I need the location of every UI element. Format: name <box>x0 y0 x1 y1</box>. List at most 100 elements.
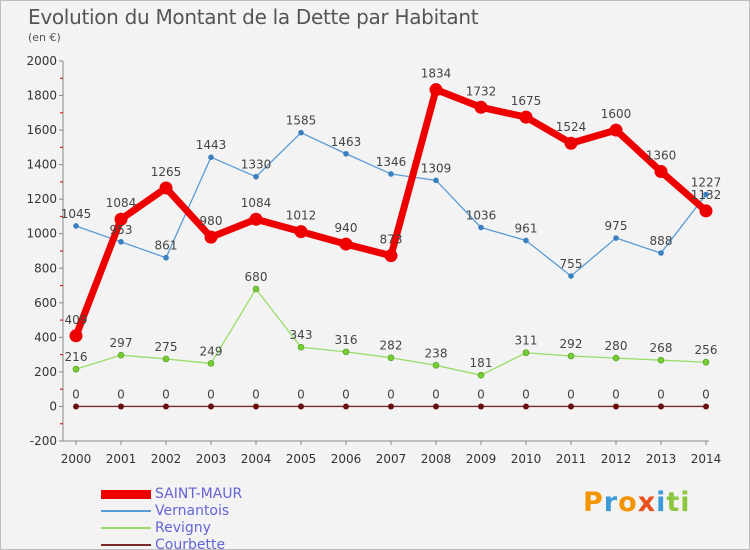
x-tick-label: 2012 <box>601 452 632 466</box>
x-tick-label: 2006 <box>331 452 362 466</box>
data-point-vernantois <box>208 154 214 161</box>
data-point-revigny <box>342 348 350 356</box>
y-tick-label: 600 <box>34 296 57 310</box>
data-label-vernantois: 1227 <box>691 176 722 190</box>
data-label-courbette: 0 <box>477 387 485 401</box>
data-label-vernantois: 961 <box>515 221 538 235</box>
data-point-vernantois <box>523 237 529 244</box>
data-point-courbette <box>613 403 619 410</box>
data-point-revigny <box>207 360 215 367</box>
x-tick-label: 2011 <box>556 452 587 466</box>
data-point-saint-maur <box>339 237 353 251</box>
data-point-saint-maur <box>69 329 83 343</box>
x-tick-label: 2002 <box>151 452 182 466</box>
data-point-saint-maur <box>654 165 668 179</box>
data-point-revigny <box>432 362 440 369</box>
data-label-vernantois: 1443 <box>196 138 227 152</box>
legend-label: SAINT-MAUR <box>155 486 243 502</box>
data-label-revigny: 292 <box>560 337 583 351</box>
data-point-saint-maur <box>609 123 623 137</box>
x-tick-label: 2008 <box>421 452 452 466</box>
data-label-revigny: 282 <box>380 339 403 353</box>
data-label-vernantois: 888 <box>650 234 673 248</box>
data-point-saint-maur <box>114 212 128 226</box>
data-point-saint-maur <box>384 249 398 263</box>
data-point-vernantois <box>73 223 79 229</box>
data-label-revigny: 249 <box>200 344 223 358</box>
data-point-courbette <box>73 403 79 410</box>
data-point-vernantois <box>388 171 394 177</box>
logo-letter: r <box>603 487 619 518</box>
data-point-vernantois <box>298 129 304 136</box>
data-label-courbette: 0 <box>612 387 620 401</box>
x-tick-label: 2000 <box>61 452 92 466</box>
data-label-courbette: 0 <box>657 387 665 401</box>
data-label-vernantois: 1045 <box>61 207 92 221</box>
y-tick-label: 2000 <box>26 54 57 68</box>
data-point-revigny <box>162 355 170 363</box>
y-tick-label: 1200 <box>26 192 57 206</box>
chart-title: Evolution du Montant de la Dette par Hab… <box>28 5 479 29</box>
x-tick-label: 2007 <box>376 452 407 466</box>
data-point-revigny <box>657 356 665 364</box>
data-point-courbette <box>568 403 574 410</box>
data-label-courbette: 0 <box>207 387 215 401</box>
data-label-courbette: 0 <box>387 387 395 401</box>
x-tick-label: 2004 <box>241 452 272 466</box>
data-label-revigny: 311 <box>515 334 538 348</box>
data-point-saint-maur <box>249 212 263 226</box>
logo-letter: x <box>637 487 657 518</box>
y-tick-label: 200 <box>34 365 57 379</box>
data-label-courbette: 0 <box>432 387 440 401</box>
legend-swatch <box>101 544 151 546</box>
logo-letter: i <box>656 487 667 518</box>
data-point-courbette <box>658 403 664 410</box>
data-point-revigny <box>702 358 710 366</box>
data-label-courbette: 0 <box>162 387 170 401</box>
data-label-saint-maur: 873 <box>380 233 403 247</box>
data-label-revigny: 238 <box>425 346 448 360</box>
data-point-courbette <box>478 403 484 410</box>
logo-letter: P <box>583 487 604 518</box>
data-point-vernantois <box>658 250 664 256</box>
data-point-vernantois <box>163 254 169 261</box>
data-point-revigny <box>612 354 620 362</box>
data-point-courbette <box>253 403 259 410</box>
data-point-courbette <box>208 403 214 410</box>
data-point-vernantois <box>613 235 619 241</box>
data-point-vernantois <box>343 150 349 157</box>
data-point-saint-maur <box>159 181 173 195</box>
data-point-revigny <box>387 354 395 362</box>
x-tick-label: 2014 <box>691 452 722 466</box>
y-tick-label: 400 <box>34 330 57 344</box>
series-points <box>69 83 713 410</box>
data-point-revigny <box>567 352 575 360</box>
chart-axes: -200020040060080010001200140016001800200… <box>26 54 721 466</box>
data-point-courbette <box>523 403 529 410</box>
data-label-revigny: 297 <box>110 336 133 350</box>
data-label-courbette: 0 <box>72 387 80 401</box>
data-label-vernantois: 861 <box>155 239 178 253</box>
y-tick-label: 1400 <box>26 158 57 172</box>
x-tick-label: 2009 <box>466 452 497 466</box>
data-label-courbette: 0 <box>522 387 530 401</box>
legend-label: Revigny <box>155 520 211 536</box>
data-label-vernantois: 1346 <box>376 155 407 169</box>
x-tick-label: 2005 <box>286 452 317 466</box>
data-point-courbette <box>118 403 124 410</box>
logo-letter: t <box>666 487 681 518</box>
y-tick-label: 1000 <box>26 227 57 241</box>
data-point-saint-maur <box>429 83 443 97</box>
data-point-saint-maur <box>699 204 713 218</box>
data-label-revigny: 256 <box>695 343 718 357</box>
data-label-saint-maur: 1834 <box>421 67 452 81</box>
data-point-saint-maur <box>204 230 218 244</box>
data-point-revigny <box>117 351 125 359</box>
x-tick-label: 2003 <box>196 452 227 466</box>
data-point-courbette <box>343 403 349 410</box>
data-point-saint-maur <box>519 110 533 124</box>
data-point-vernantois <box>433 177 439 184</box>
data-label-revigny: 181 <box>470 356 493 370</box>
